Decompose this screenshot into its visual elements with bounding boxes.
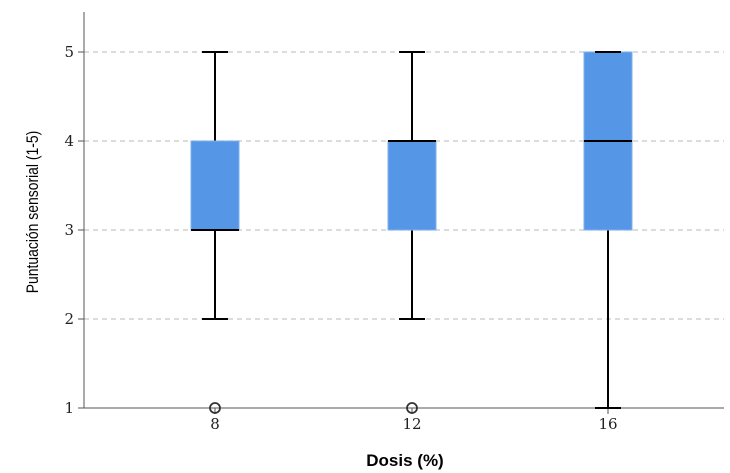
iqr-box <box>387 140 437 231</box>
outlier-point <box>406 402 418 414</box>
x-ticks: 8 12 16 <box>210 408 618 433</box>
y-tick-label: 3 <box>64 221 74 239</box>
x-axis-title: Dosis (%) <box>366 451 443 470</box>
y-tick-label: 2 <box>64 310 74 328</box>
box-12 <box>387 51 437 414</box>
iqr-box <box>190 140 240 231</box>
boxes <box>190 51 633 414</box>
y-tick-label: 1 <box>64 399 74 417</box>
box-16 <box>583 51 633 409</box>
y-axis-title: Puntuación sensorial (1-5) <box>24 131 43 294</box>
box-8 <box>190 51 240 414</box>
x-tick-label: 16 <box>598 415 617 433</box>
y-tick-label: 5 <box>64 43 74 61</box>
y-ticks: 1 2 3 4 5 <box>64 43 84 417</box>
outlier-point <box>209 402 221 414</box>
y-tick-label: 4 <box>64 132 74 150</box>
x-tick-label: 8 <box>210 415 220 433</box>
x-tick-label: 12 <box>402 415 421 433</box>
